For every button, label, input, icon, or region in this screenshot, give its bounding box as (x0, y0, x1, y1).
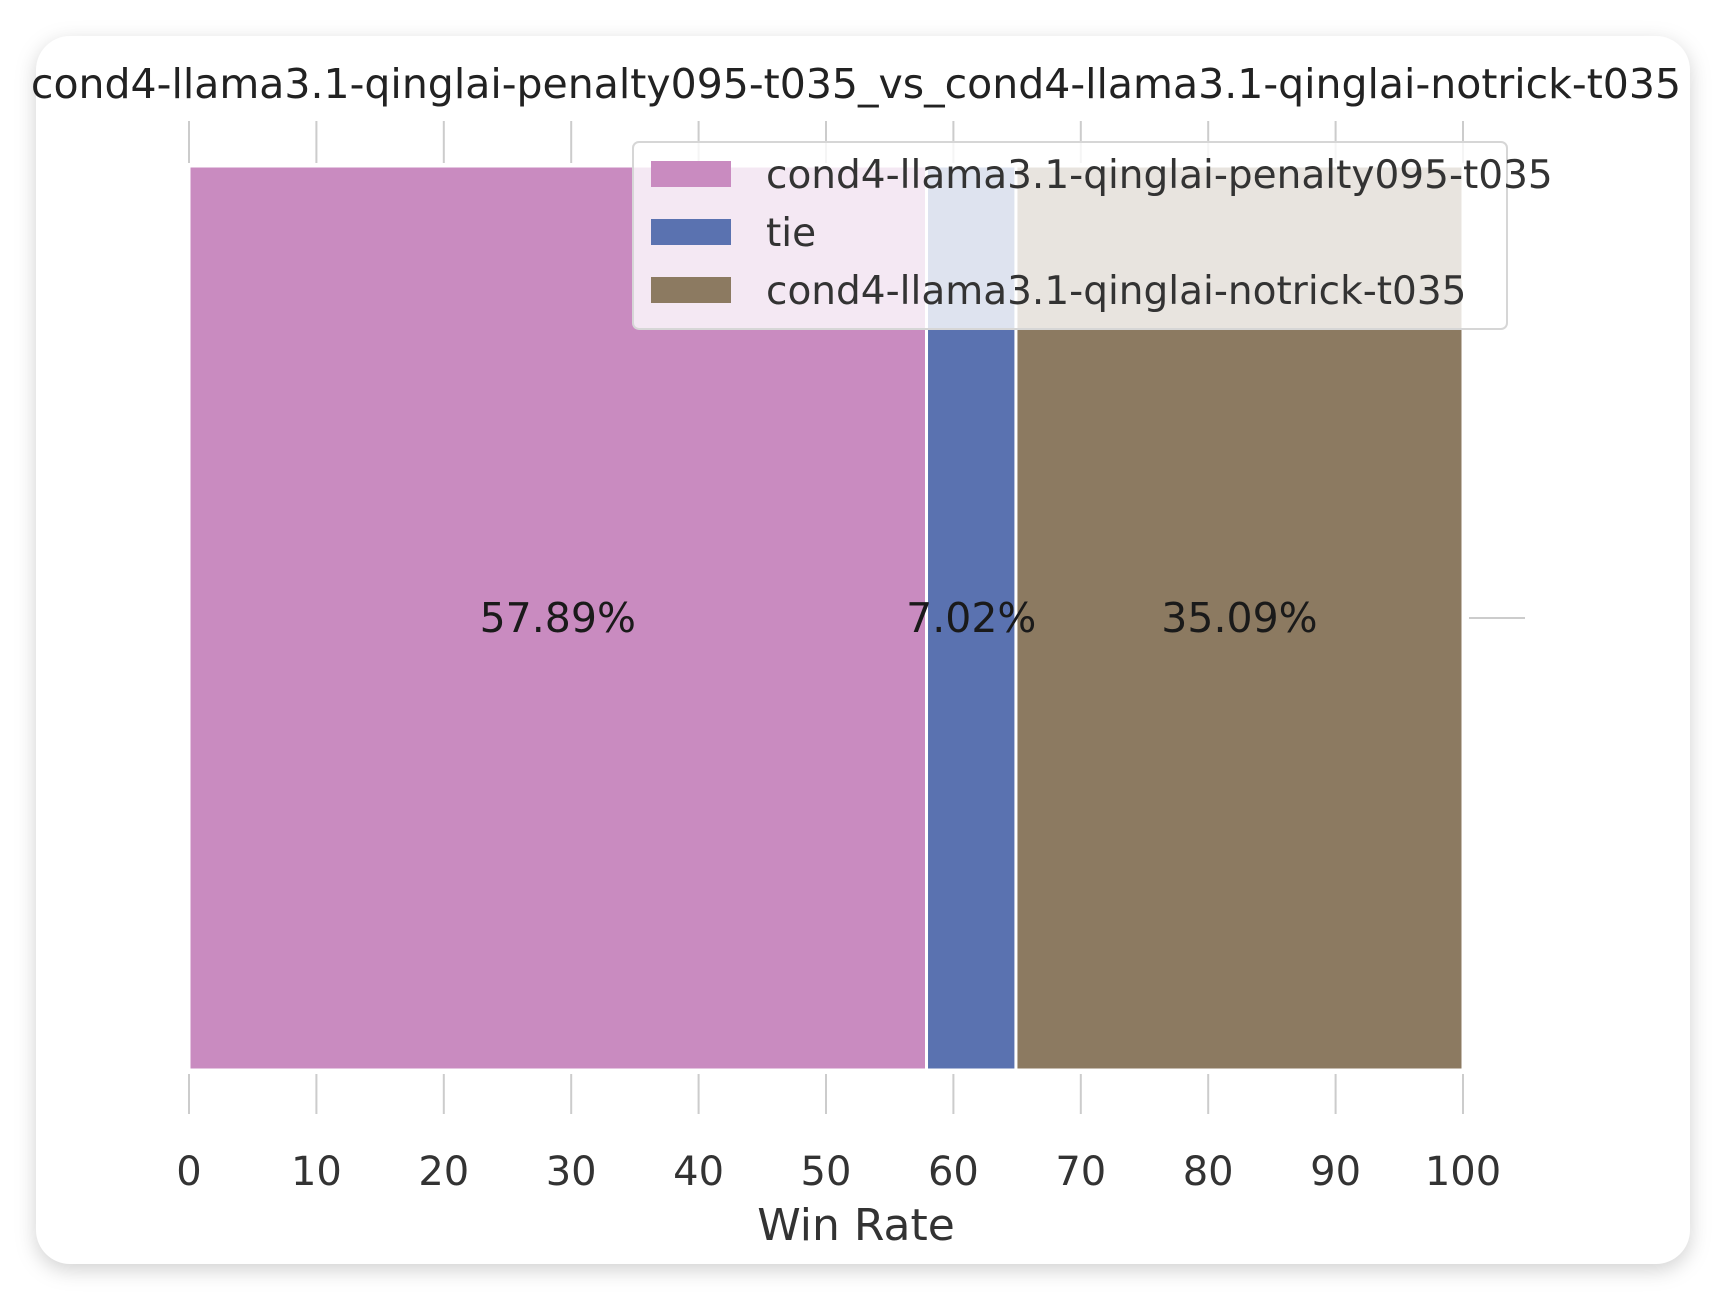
x-tick-label-6: 60 (928, 1149, 979, 1195)
x-tick-label-5: 50 (801, 1149, 852, 1195)
x-tick-label-8: 80 (1183, 1149, 1234, 1195)
legend-label-0: cond4-llama3.1-qinglai-penalty095-t035 (766, 153, 1553, 198)
x-tick-label-9: 90 (1310, 1149, 1361, 1195)
x-tick-label-1: 10 (291, 1149, 342, 1195)
legend-swatch-2 (651, 277, 731, 303)
data-label-1: 7.02% (906, 594, 1036, 642)
legend-label-1: tie (766, 211, 816, 256)
data-labels: 57.89% 7.02% 35.09% (480, 594, 1318, 642)
legend: cond4-llama3.1-qinglai-penalty095-t035 ti… (632, 141, 1553, 330)
legend-label-2: cond4-llama3.1-qinglai-notrick-t035 (766, 269, 1467, 314)
x-tick-label-10: 100 (1425, 1149, 1501, 1195)
legend-box (632, 141, 1508, 330)
legend-swatch-1 (651, 219, 731, 245)
x-axis-title: Win Rate (757, 1200, 955, 1251)
data-label-2: 35.09% (1161, 594, 1317, 642)
x-tick-label-0: 0 (176, 1149, 201, 1195)
x-tick-label-2: 20 (418, 1149, 469, 1195)
data-label-0: 57.89% (480, 594, 636, 642)
chart-title: cond4-llama3.1-qinglai-penalty095-t035_v… (31, 60, 1681, 108)
legend-swatch-0 (651, 161, 731, 187)
x-axis-ticks: 0 10 20 30 40 50 60 70 80 90 100 (176, 121, 1501, 1195)
x-tick-label-4: 40 (673, 1149, 724, 1195)
x-tick-label-3: 30 (546, 1149, 597, 1195)
x-tick-label-7: 70 (1055, 1149, 1106, 1195)
